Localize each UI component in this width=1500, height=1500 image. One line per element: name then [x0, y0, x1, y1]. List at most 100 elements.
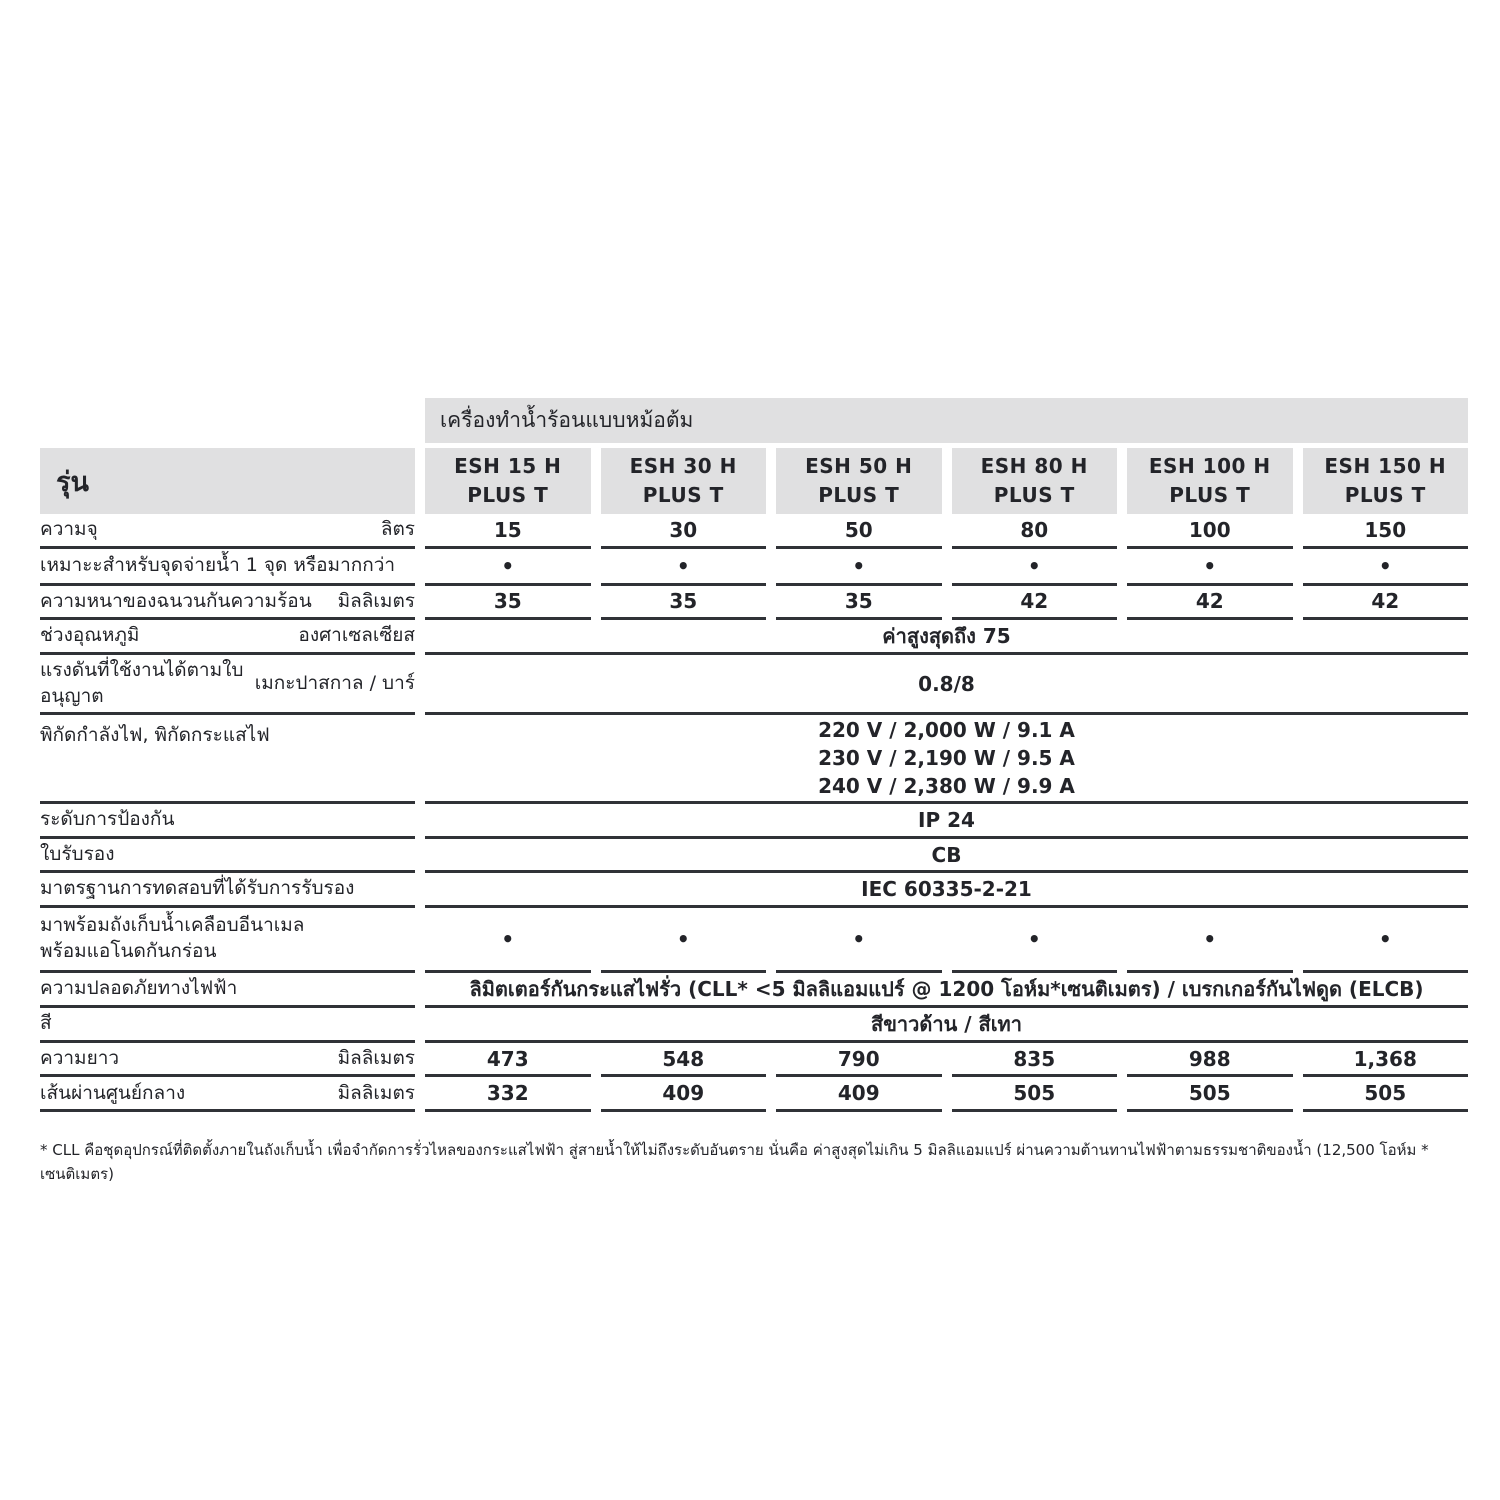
value-cell: 30 [600, 514, 766, 549]
row-unit: มิลลิเมตร [337, 589, 415, 612]
span-value-cell: IEC 60335-2-21 [425, 873, 1468, 909]
value-cell: 548 [600, 1043, 766, 1078]
span-value-cell: CB [425, 839, 1468, 874]
spec-row-certificate: ใบรับรอง CB [40, 839, 1468, 874]
spec-row-length: ความยาว มิลลิเมตร 473 548 790 835 988 1,… [40, 1043, 1468, 1078]
row-label-cell: สี [40, 1008, 415, 1043]
model-name-line2: PLUS T [993, 483, 1075, 507]
model-label: รุ่น [56, 466, 89, 498]
row-unit: ลิตร [380, 518, 415, 540]
category-title: เครื่องทำน้ำร้อนแบบหม้อต้ม [440, 408, 694, 432]
model-name-line2: PLUS T [467, 483, 549, 507]
spec-row-capacity: ความจุ ลิตร 15 30 50 80 100 150 [40, 514, 1468, 549]
column-header-esh100: ESH 100 H PLUS T [1127, 448, 1293, 514]
value-cell: 35 [600, 586, 766, 621]
spec-row-temperature: ช่วงอุณหภูมิ องศาเซลเซียส ค่าสูงสุดถึง 7… [40, 620, 1468, 655]
spec-row-protection: ระดับการป้องกัน IP 24 [40, 804, 1468, 839]
row-label-cell: ความหนาของฉนวนกันความร้อน มิลลิเมตร [40, 586, 415, 621]
spec-row-standard: มาตรฐานการทดสอบที่ได้รับการรับรอง IEC 60… [40, 873, 1468, 909]
row-label: ช่วงอุณหภูมิ [40, 624, 140, 647]
model-name-line1: ESH 100 H [1148, 454, 1271, 478]
model-name-line2: PLUS T [818, 483, 900, 507]
value-cell: 35 [425, 586, 591, 621]
power-line: 220 V / 2,000 W / 9.1 A [818, 718, 1075, 743]
row-label: ความยาว [40, 1046, 120, 1069]
value-cell: 409 [776, 1077, 942, 1113]
bullet-cell: • [425, 549, 591, 586]
row-label-cell: ความยาว มิลลิเมตร [40, 1043, 415, 1078]
row-label-cell: เส้นผ่านศูนย์กลาง มิลลิเมตร [40, 1077, 415, 1113]
bullet-cell: • [776, 908, 942, 974]
power-line: 230 V / 2,190 W / 9.5 A [818, 746, 1075, 771]
value-cell: 15 [425, 514, 591, 549]
spec-row-diameter: เส้นผ่านศูนย์กลาง มิลลิเมตร 332 409 409 … [40, 1077, 1468, 1113]
model-name-line2: PLUS T [1169, 483, 1251, 507]
row-label: ความปลอดภัยทางไฟฟ้า [40, 977, 238, 1000]
row-label-cell: มาพร้อมถังเก็บน้ำเคลือบอีนาเมล พร้อมแอโน… [40, 908, 415, 974]
row-values: • • • • • • [425, 908, 1468, 974]
row-label-cell: เหมาะะสำหรับจุดจ่ายน้ำ 1 จุด หรือมากกว่า [40, 549, 415, 586]
model-columns: ESH 15 H PLUS T ESH 30 H PLUS T ESH 50 H… [425, 448, 1468, 514]
row-label-cell: ความจุ ลิตร [40, 514, 415, 549]
value-cell: 505 [1302, 1077, 1468, 1113]
bullet-cell: • [1302, 908, 1468, 974]
span-value-cell: ค่าสูงสุดถึง 75 [425, 620, 1468, 655]
span-value-cell: 220 V / 2,000 W / 9.1 A 230 V / 2,190 W … [425, 715, 1468, 805]
row-label: ความหนาของฉนวนกันความร้อน [40, 589, 312, 612]
value-cell: 1,368 [1302, 1043, 1468, 1078]
row-label: พิกัดกำลังไฟ, พิกัดกระแสไฟ [40, 724, 270, 747]
row-label: เหมาะะสำหรับจุดจ่ายน้ำ 1 จุด หรือมากกว่า [40, 553, 396, 576]
model-name-line2: PLUS T [642, 483, 724, 507]
model-name-line1: ESH 80 H [980, 454, 1088, 478]
footnote: * CLL คือชุดอุปกรณ์ที่ติดตั้งภายในถังเก็… [40, 1141, 1429, 1184]
category-header-band: เครื่องทำน้ำร้อนแบบหม้อต้ม [425, 398, 1468, 443]
spec-row-enamel-tank: มาพร้อมถังเก็บน้ำเคลือบอีนาเมล พร้อมแอโน… [40, 908, 1468, 974]
value-cell: 332 [425, 1077, 591, 1113]
spec-row-pressure: แรงดันที่ใช้งานได้ตามใบอนุญาต เมกะปาสกาล… [40, 655, 1468, 716]
value-cell: 100 [1127, 514, 1293, 549]
span-value-cell: 0.8/8 [425, 655, 1468, 716]
model-column-header: รุ่น [40, 448, 415, 514]
row-label: สี [40, 1012, 52, 1035]
row-label-line1: มาพร้อมถังเก็บน้ำเคลือบอีนาเมล [40, 914, 305, 937]
value-cell: 409 [600, 1077, 766, 1113]
row-unit: มิลลิเมตร [337, 1046, 415, 1069]
span-value-cell: สีขาวด้าน / สีเทา [425, 1008, 1468, 1043]
value-cell: 42 [1302, 586, 1468, 621]
bullet-cell: • [776, 549, 942, 586]
row-label: เส้นผ่านศูนย์กลาง [40, 1081, 186, 1104]
row-values: 35 35 35 42 42 42 [425, 586, 1468, 621]
row-label: ใบรับรอง [40, 842, 115, 865]
bullet-cell: • [600, 549, 766, 586]
model-name-line2: PLUS T [1344, 483, 1426, 507]
value-cell: 473 [425, 1043, 591, 1078]
span-value-cell: ลิมิตเตอร์กันกระแสไฟรั่ว (CLL* <5 มิลลิแ… [425, 973, 1468, 1009]
spec-row-power-rating: พิกัดกำลังไฟ, พิกัดกระแสไฟ 220 V / 2,000… [40, 715, 1468, 805]
value-cell: 42 [951, 586, 1117, 621]
column-header-esh30: ESH 30 H PLUS T [600, 448, 766, 514]
table-header-row: รุ่น ESH 15 H PLUS T ESH 30 H PLUS T ESH… [40, 448, 1468, 514]
row-values: 473 548 790 835 988 1,368 [425, 1043, 1468, 1078]
column-header-esh50: ESH 50 H PLUS T [776, 448, 942, 514]
value-cell: 505 [951, 1077, 1117, 1113]
bullet-cell: • [1302, 549, 1468, 586]
value-cell: 988 [1127, 1043, 1293, 1078]
bullet-cell: • [1127, 549, 1293, 586]
bullet-cell: • [951, 549, 1117, 586]
model-name-line1: ESH 15 H [454, 454, 562, 478]
column-header-esh80: ESH 80 H PLUS T [951, 448, 1117, 514]
span-value-cell: IP 24 [425, 804, 1468, 839]
value-cell: 790 [776, 1043, 942, 1078]
row-label: แรงดันที่ใช้งานได้ตามใบอนุญาต [40, 658, 244, 707]
row-values: 332 409 409 505 505 505 [425, 1077, 1468, 1113]
row-values: 15 30 50 80 100 150 [425, 514, 1468, 549]
spec-table: เครื่องทำน้ำร้อนแบบหม้อต้ม รุ่น ESH 15 H… [40, 398, 1468, 1186]
value-cell: 835 [951, 1043, 1117, 1078]
row-label: ระดับการป้องกัน [40, 808, 175, 831]
column-header-esh15: ESH 15 H PLUS T [425, 448, 591, 514]
model-name-line1: ESH 50 H [805, 454, 913, 478]
row-label-cell: พิกัดกำลังไฟ, พิกัดกระแสไฟ [40, 715, 415, 805]
spec-row-insulation: ความหนาของฉนวนกันความร้อน มิลลิเมตร 35 3… [40, 586, 1468, 621]
spec-row-electrical-safety: ความปลอดภัยทางไฟฟ้า ลิมิตเตอร์กันกระแสไฟ… [40, 973, 1468, 1009]
